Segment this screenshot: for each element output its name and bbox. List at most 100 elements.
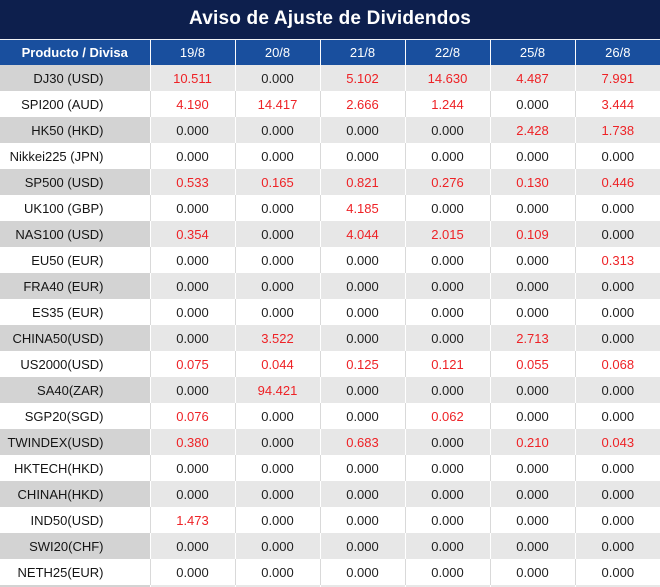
product-cell: SA40(ZAR) [0,377,150,403]
dividend-value-cell: 0.533 [149,169,235,195]
dividend-value-cell: 0.121 [404,351,490,377]
dividend-value-cell [574,585,660,587]
dividend-value-cell: 0.043 [574,429,660,455]
dividend-value-cell: 0.000 [149,455,235,481]
dividend-value-cell: 0.000 [404,559,490,585]
product-cell: NAS100 (USD) [0,221,150,247]
dividend-value-cell: 0.000 [489,273,575,299]
dividend-value-cell: 0.000 [149,325,235,351]
dividend-value-cell: 0.000 [574,273,660,299]
dividend-value-cell: 0.000 [234,299,320,325]
dividend-value-cell: 0.000 [234,273,320,299]
dividend-value-cell: 0.000 [319,533,405,559]
dividend-value-cell: 0.125 [319,351,405,377]
dividend-value-cell: 0.000 [319,117,405,143]
dividend-value-cell: 2.666 [319,91,405,117]
dividend-value-cell: 3.522 [234,325,320,351]
dividend-value-cell: 0.210 [489,429,575,455]
dividend-value-cell: 0.000 [149,377,235,403]
dividend-value-cell: 94.421 [234,377,320,403]
dividend-value-cell: 14.417 [234,91,320,117]
table-row: FRA40 (EUR) 0.000 0.000 0.000 0.000 0.000 0.00… [0,273,660,299]
dividend-value-cell: 0.000 [404,429,490,455]
dividend-value-cell: 0.000 [574,455,660,481]
column-header-product: Producto / Divisa [0,38,150,65]
product-cell: TWINDEX(USD) [0,429,150,455]
column-header-date: 26/8 [574,38,660,65]
dividend-value-cell: 14.630 [404,65,490,91]
product-cell: HK50 (HKD) [0,117,150,143]
table-row: HKTECH(HKD) 0.000 0.000 0.000 0.000 0.000 0.00… [0,455,660,481]
dividend-value-cell: 0.000 [234,195,320,221]
dividend-value-cell: 7.991 [574,65,660,91]
table-row: ES35 (EUR) 0.000 0.000 0.000 0.000 0.000 0.000 [0,299,660,325]
dividend-value-cell: 0.068 [574,351,660,377]
dividend-value-cell: 0.000 [319,377,405,403]
dividend-value-cell: 0.000 [149,533,235,559]
dividend-value-cell: 0.000 [574,481,660,507]
table-row: SA40(ZAR) 0.000 94.421 0.000 0.000 0.000 0.000 [0,377,660,403]
table-row: CHINAH(HKD) 0.000 0.000 0.000 0.000 0.000 0.00… [0,481,660,507]
dividend-value-cell: 0.000 [149,299,235,325]
dividend-value-cell: 0.000 [574,533,660,559]
dividend-value-cell: 0.000 [319,559,405,585]
dividend-value-cell: 0.000 [489,195,575,221]
dividend-value-cell: 0.062 [404,403,490,429]
product-cell: SPI200 (AUD) [0,91,150,117]
table-row: UK100 (GBP) 0.000 0.000 4.185 0.000 0.000 0.00… [0,195,660,221]
dividend-value-cell: 2.015 [404,221,490,247]
dividend-value-cell: 0.000 [149,559,235,585]
dividend-value-cell: 0.165 [234,169,320,195]
table-row: SWI20(CHF) 0.000 0.000 0.000 0.000 0.000 0.000 [0,533,660,559]
dividend-value-cell: 0.000 [404,273,490,299]
dividend-value-cell: 10.511 [149,65,235,91]
dividend-value-cell: 1.738 [574,117,660,143]
dividend-value-cell: 0.000 [149,143,235,169]
dividend-value-cell: 1.473 [149,507,235,533]
dividend-value-cell: 0.000 [234,481,320,507]
table-row: SP500 (USD) 0.533 0.165 0.821 0.276 0.130 0.44… [0,169,660,195]
dividend-value-cell: 1.244 [404,91,490,117]
dividend-value-cell: 0.683 [319,429,405,455]
dividend-value-cell: 0.000 [149,481,235,507]
product-cell: CHINAH(HKD) [0,481,150,507]
dividend-value-cell: 0.380 [149,429,235,455]
dividend-value-cell: 0.000 [574,325,660,351]
dividend-value-cell: 0.076 [149,403,235,429]
dividend-value-cell: 0.000 [574,507,660,533]
dividend-value-cell: 0.000 [404,377,490,403]
dividend-value-cell: 0.000 [404,507,490,533]
dividend-value-cell: 0.000 [404,247,490,273]
dividend-value-cell: 0.000 [234,559,320,585]
dividend-value-cell: 0.000 [489,91,575,117]
dividend-value-cell [489,585,575,587]
table-row: HK50 (HKD) 0.000 0.000 0.000 0.000 2.428 1.738 [0,117,660,143]
dividend-value-cell: 0.821 [319,169,405,195]
dividend-value-cell: 0.446 [574,169,660,195]
dividend-value-cell [319,585,405,587]
product-cell: EU50 (EUR) [0,247,150,273]
dividend-value-cell: 0.000 [149,195,235,221]
product-cell: US2000(USD) [0,351,150,377]
dividend-value-cell: 0.000 [489,559,575,585]
dividend-value-cell: 0.000 [319,247,405,273]
dividend-value-cell: 0.000 [234,533,320,559]
dividend-value-cell: 0.000 [234,429,320,455]
dividend-value-cell: 0.000 [574,403,660,429]
dividend-value-cell: 0.000 [319,325,405,351]
product-cell: CHINA50(USD) [0,325,150,351]
dividend-value-cell: 0.000 [574,299,660,325]
column-header-date: 22/8 [404,38,490,65]
dividend-value-cell: 0.000 [234,247,320,273]
dividend-value-cell: 0.000 [489,455,575,481]
dividend-value-cell: 0.130 [489,169,575,195]
dividend-value-cell: 0.000 [489,481,575,507]
dividend-value-cell: 0.000 [574,221,660,247]
dividend-value-cell: 5.102 [319,65,405,91]
dividend-value-cell [149,585,235,587]
dividend-value-cell: 0.000 [234,117,320,143]
title-row: Aviso de Ajuste de Dividendos [0,0,660,39]
dividend-value-cell: 0.000 [234,507,320,533]
dividend-value-cell: 0.000 [489,533,575,559]
